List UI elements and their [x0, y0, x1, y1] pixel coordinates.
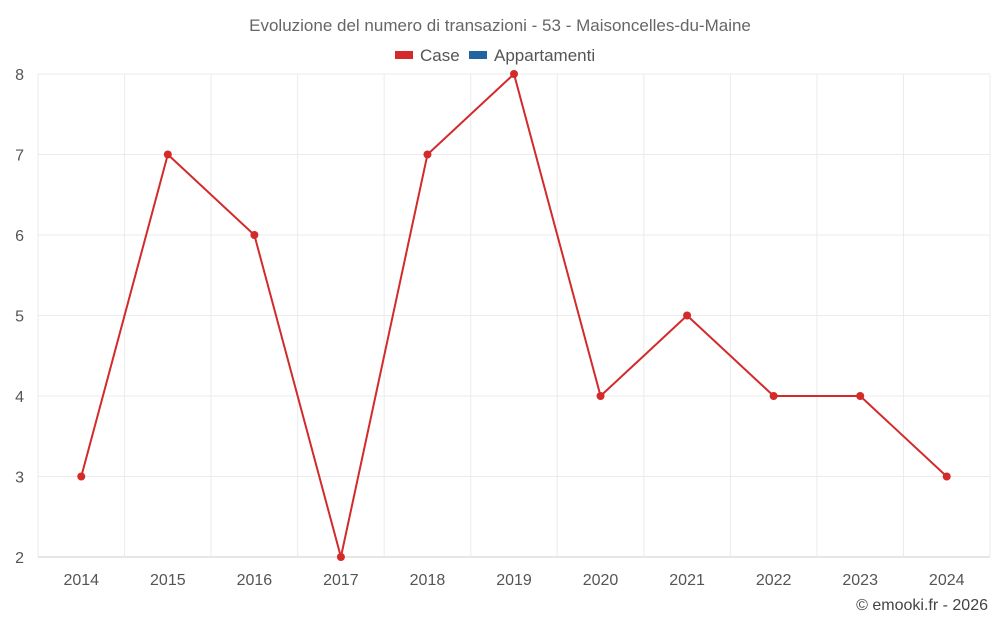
x-tick-label: 2020	[583, 572, 619, 589]
x-tick-label: 2017	[323, 572, 359, 589]
y-tick-label: 7	[15, 148, 24, 165]
legend-item-case[interactable]: Case	[395, 46, 460, 65]
x-tick-label: 2014	[63, 572, 99, 589]
legend-swatch-appartamenti	[469, 51, 487, 59]
data-point-case[interactable]	[769, 392, 778, 400]
y-tick-label: 3	[15, 470, 24, 487]
y-tick-label: 8	[15, 67, 24, 84]
data-point-case[interactable]	[163, 150, 172, 159]
series-case	[77, 70, 951, 561]
x-tick-label: 2022	[756, 572, 792, 589]
x-tick-label: 2016	[237, 572, 273, 589]
data-point-case[interactable]	[510, 70, 518, 78]
y-tick-label: 2	[15, 550, 24, 567]
legend-swatch-case	[395, 51, 413, 59]
x-tick-label: 2015	[150, 572, 186, 589]
data-point-case[interactable]	[77, 472, 86, 481]
legend-label-appartamenti: Appartamenti	[494, 46, 595, 65]
legend-label-case: Case	[420, 46, 460, 65]
data-point-case[interactable]	[336, 553, 345, 561]
x-tick-label: 2018	[410, 572, 446, 589]
x-tick-label: 2021	[669, 572, 705, 589]
data-point-case[interactable]	[856, 392, 865, 400]
credit-text: © emooki.fr - 2026	[856, 597, 988, 614]
grid	[37, 73, 991, 558]
y-axis-ticks: 2 3 4 5 6 7 8	[15, 67, 24, 567]
data-point-case[interactable]	[683, 311, 692, 320]
x-tick-label: 2019	[496, 572, 532, 589]
data-point-case[interactable]	[596, 392, 605, 400]
data-point-case[interactable]	[423, 150, 432, 159]
data-point-case[interactable]	[250, 231, 259, 239]
y-tick-label: 5	[15, 309, 24, 326]
legend-item-appartamenti[interactable]: Appartamenti	[469, 46, 595, 65]
y-tick-label: 4	[15, 389, 24, 406]
y-tick-label: 6	[15, 228, 24, 245]
data-point-case[interactable]	[942, 472, 951, 481]
chart-title: Evoluzione del numero di transazioni - 5…	[249, 16, 751, 35]
x-tick-label: 2023	[842, 572, 878, 589]
legend: Case Appartamenti	[395, 46, 595, 65]
x-axis-ticks: 2014 2015 2016 2017 2018 2019 2020 2021 2022 2023…	[63, 572, 964, 589]
x-tick-label: 2024	[929, 572, 965, 589]
